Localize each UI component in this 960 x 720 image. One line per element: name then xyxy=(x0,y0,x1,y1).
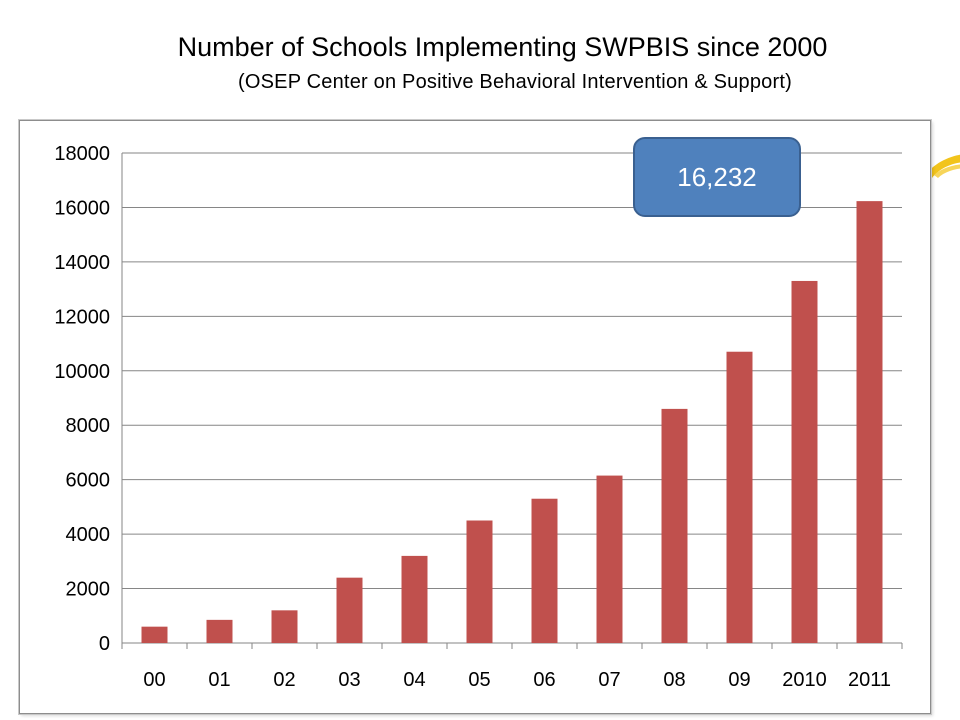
x-tick-label: 01 xyxy=(208,669,230,691)
chart-subtitle: (OSEP Center on Positive Behavioral Inte… xyxy=(238,71,792,93)
x-tick-label: 04 xyxy=(403,669,425,691)
x-tick-label: 2011 xyxy=(848,669,891,691)
bar xyxy=(596,475,623,643)
bar xyxy=(336,577,363,643)
y-tick-label: 14000 xyxy=(54,252,110,274)
y-tick-label: 8000 xyxy=(66,415,111,437)
y-tick-label: 6000 xyxy=(66,470,111,492)
total-callout: 16,232 xyxy=(633,137,801,217)
x-tick-label: 08 xyxy=(663,669,685,691)
x-tick-label: 06 xyxy=(533,669,555,691)
x-tick-label: 2010 xyxy=(782,669,827,691)
y-tick-label: 12000 xyxy=(54,306,110,328)
bar xyxy=(791,280,818,643)
bar xyxy=(466,520,493,643)
chart-title: Number of Schools Implementing SWPBIS si… xyxy=(177,32,828,62)
y-tick-label: 16000 xyxy=(54,197,110,219)
bar xyxy=(726,351,753,643)
y-tick-label: 4000 xyxy=(66,524,111,546)
bar-chart: 0200040006000800010000120001400016000180… xyxy=(54,143,903,691)
x-tick-label: 07 xyxy=(598,669,620,691)
y-tick-label: 0 xyxy=(99,633,110,655)
bar xyxy=(271,610,298,643)
bar xyxy=(531,498,558,643)
x-tick-label: 00 xyxy=(143,669,165,691)
x-tick-label: 09 xyxy=(728,669,750,691)
bar xyxy=(661,408,688,643)
yellow-swoosh-icon xyxy=(926,154,960,178)
bar xyxy=(401,555,428,643)
x-tick-label: 02 xyxy=(273,669,295,691)
chart-area: 0 2000 4000 6000 8000 10000 12000 14000 16000 180… xyxy=(19,120,931,714)
y-tick-label: 18000 xyxy=(54,143,110,165)
x-tick-label: 05 xyxy=(468,669,490,691)
y-tick-label: 10000 xyxy=(54,361,110,383)
bar xyxy=(206,619,233,643)
bar xyxy=(856,201,883,643)
bar xyxy=(141,626,168,643)
x-tick-label: 03 xyxy=(338,669,360,691)
y-tick-label: 2000 xyxy=(66,579,111,601)
callout-label: 16,232 xyxy=(677,161,757,192)
